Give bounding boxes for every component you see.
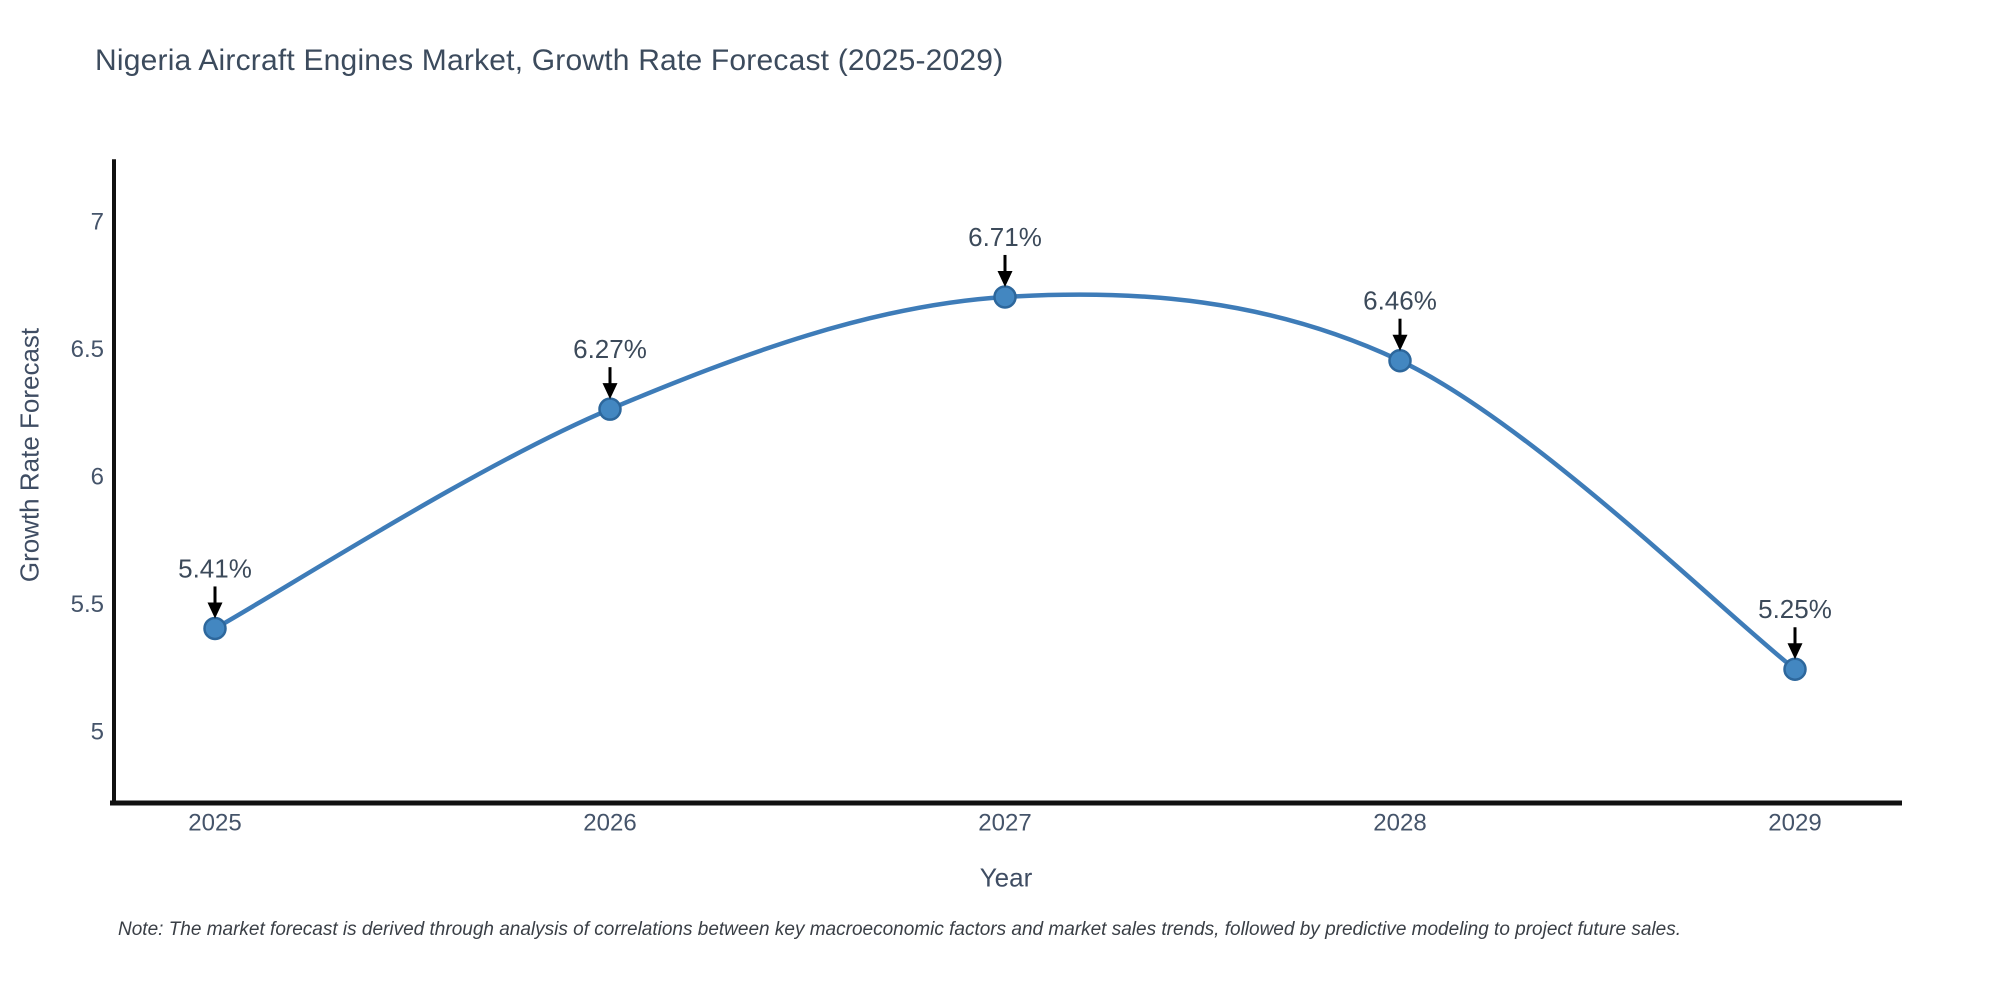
x-tick-label: 2029 [1768,809,1821,836]
x-tick-label: 2028 [1373,809,1426,836]
annotation-label: 6.46% [1363,286,1437,316]
annotation-label: 5.41% [178,553,252,583]
annotation-arrowhead [1392,334,1408,351]
annotation-arrowhead [602,383,618,400]
chart-note: Note: The market forecast is derived thr… [118,919,1681,940]
y-tick-label: 7 [91,208,104,235]
x-tick-label: 2027 [978,809,1031,836]
y-tick-label: 6.5 [71,336,104,363]
annotation-arrowhead [997,270,1013,287]
annotation-label: 6.27% [573,334,647,364]
data-point-marker [203,616,227,641]
y-tick-label: 5.5 [71,591,104,618]
data-point-marker [993,285,1017,309]
annotation-label: 6.71% [968,222,1042,252]
x-tick-label: 2025 [188,809,241,836]
annotation-arrowhead [1787,643,1803,660]
y-axis-title: Growth Rate Forecast [14,327,45,583]
x-tick-label: 2026 [583,809,636,836]
data-point-marker [598,397,622,421]
x-axis-title: Year [979,862,1033,893]
y-tick-label: 6 [91,463,104,490]
data-point-marker [1783,657,1807,681]
y-tick-label: 5 [91,718,104,745]
trend-line [212,292,1798,672]
annotation-label: 5.25% [1758,594,1832,624]
annotation-arrowhead [207,602,223,619]
chart-title: Nigeria Aircraft Engines Market, Growth … [95,44,1004,77]
data-point-marker [1388,348,1412,373]
